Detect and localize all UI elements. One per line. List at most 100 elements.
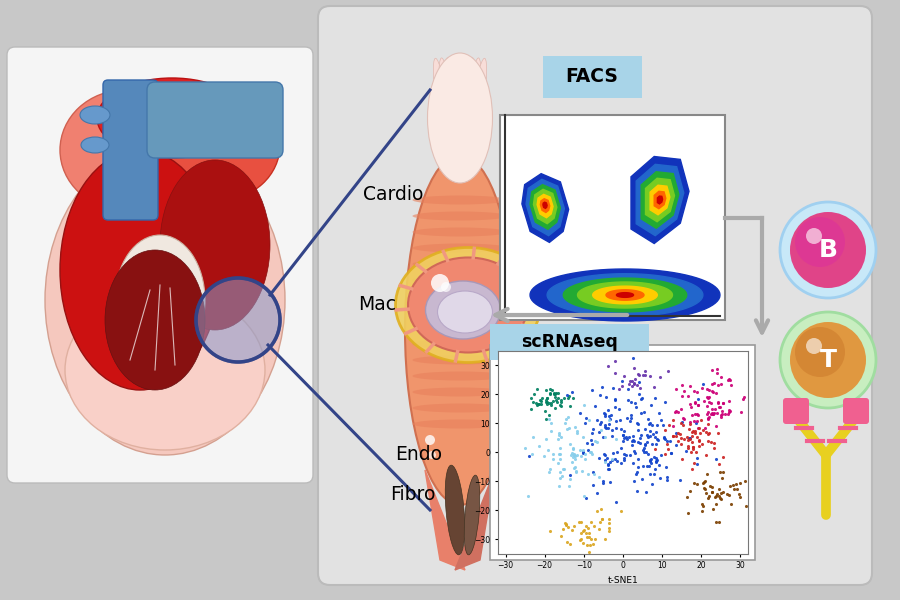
Point <box>524 393 538 403</box>
Point <box>638 424 652 434</box>
Point <box>579 521 593 530</box>
Ellipse shape <box>412 371 508 380</box>
Point <box>628 398 643 407</box>
Point <box>599 453 614 463</box>
Ellipse shape <box>160 160 270 330</box>
Point <box>521 491 535 501</box>
Point <box>722 490 736 500</box>
Point <box>539 415 554 424</box>
Point <box>526 433 541 442</box>
Point <box>699 469 714 478</box>
Point <box>631 463 645 472</box>
Ellipse shape <box>412 196 508 205</box>
Point <box>542 414 556 424</box>
Point <box>698 451 713 460</box>
Ellipse shape <box>412 227 508 236</box>
Point <box>571 428 585 438</box>
Point <box>590 437 605 446</box>
Point <box>562 474 577 484</box>
Point <box>697 477 711 487</box>
Point <box>709 490 724 499</box>
Point <box>716 452 730 462</box>
Point <box>738 476 752 486</box>
Point <box>696 425 710 435</box>
Point <box>594 425 608 435</box>
Point <box>680 443 695 453</box>
Point <box>580 439 594 448</box>
Point <box>697 484 711 493</box>
Point <box>578 449 592 459</box>
Point <box>577 491 591 500</box>
Point <box>705 404 719 413</box>
Point <box>661 444 675 454</box>
Point <box>532 399 546 409</box>
Point <box>690 410 705 420</box>
Point <box>648 393 662 403</box>
Point <box>540 397 554 406</box>
Point <box>723 375 737 385</box>
Point <box>593 419 608 429</box>
FancyBboxPatch shape <box>500 115 725 320</box>
Point <box>626 458 640 468</box>
Point <box>701 393 716 403</box>
Point <box>691 400 706 409</box>
Point <box>706 504 721 514</box>
Point <box>712 493 726 503</box>
Point <box>685 437 699 446</box>
Point <box>658 397 672 407</box>
Point <box>530 400 544 410</box>
Point <box>700 392 715 401</box>
Point <box>566 452 580 462</box>
Polygon shape <box>606 290 644 300</box>
Point <box>690 453 705 463</box>
Circle shape <box>196 278 280 362</box>
Point <box>562 413 576 422</box>
Ellipse shape <box>412 259 508 269</box>
Point <box>696 501 710 511</box>
Point <box>721 409 735 418</box>
Point <box>649 439 663 449</box>
Point <box>616 449 631 458</box>
Point <box>644 469 658 479</box>
Point <box>576 448 590 458</box>
Point <box>638 367 652 376</box>
Point <box>632 389 646 399</box>
Point <box>677 415 691 424</box>
Point <box>633 383 647 393</box>
Point <box>594 505 608 514</box>
Circle shape <box>428 451 436 459</box>
Point <box>560 391 574 400</box>
Point <box>551 388 565 398</box>
Circle shape <box>790 322 866 398</box>
Point <box>598 451 612 460</box>
Point <box>716 398 730 408</box>
Point <box>649 427 663 437</box>
Point <box>722 396 736 406</box>
Point <box>526 389 541 399</box>
Point <box>682 434 697 443</box>
Point <box>688 418 703 428</box>
Point <box>671 437 686 446</box>
Point <box>692 436 706 446</box>
Point <box>733 478 747 488</box>
Point <box>701 407 716 417</box>
Point <box>732 489 746 499</box>
Point <box>676 421 690 430</box>
Point <box>724 380 739 390</box>
FancyBboxPatch shape <box>103 80 158 220</box>
Point <box>688 398 702 407</box>
Point <box>529 398 544 408</box>
Ellipse shape <box>115 235 205 365</box>
Point <box>633 434 647 443</box>
Point <box>680 492 694 502</box>
Point <box>606 448 620 458</box>
Point <box>687 416 701 425</box>
Point <box>543 389 557 398</box>
Point <box>546 396 561 406</box>
Point <box>673 475 688 485</box>
Point <box>580 532 594 541</box>
Point <box>647 470 662 479</box>
Point <box>558 418 572 428</box>
Point <box>608 403 623 412</box>
Point <box>664 448 679 458</box>
